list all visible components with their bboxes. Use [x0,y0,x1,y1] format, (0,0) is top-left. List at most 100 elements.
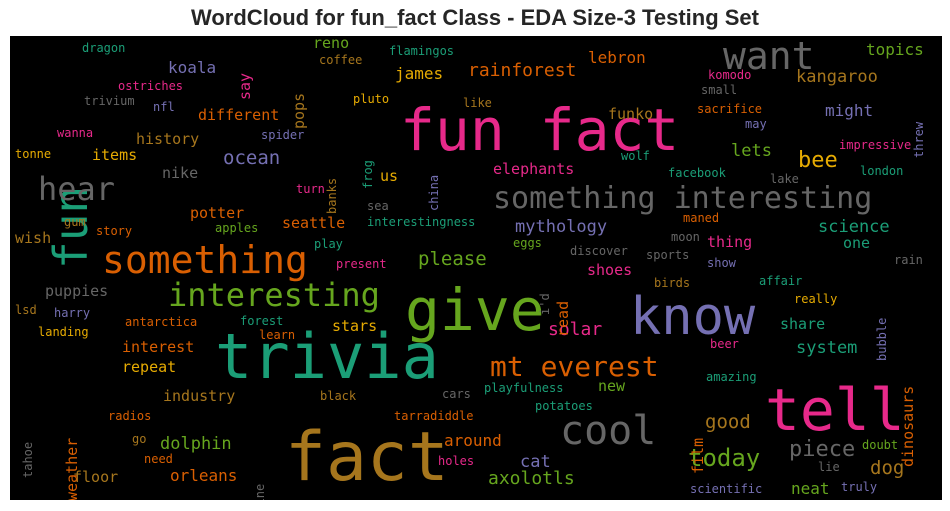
word-bee: bee [798,150,838,172]
word-may: may [745,118,767,130]
word-interestingness: interestingness [367,216,475,228]
word-wish: wish [15,231,51,246]
word-seattle: seattle [282,216,345,231]
word-piece: piece [789,439,855,461]
word-fact: fact [285,424,449,492]
word-good: good [705,413,751,432]
word-one: one [843,236,870,251]
word-forest: forest [240,315,283,327]
word-lie: lie [818,461,840,473]
word-please: please [418,250,487,269]
word-really: really [794,293,837,305]
word-tarradiddle: tarradiddle [394,410,473,422]
word-flamingos: flamingos [389,45,454,57]
word-items: items [92,148,137,163]
word-trivium: trivium [84,95,135,107]
word-radios: radios [108,410,151,422]
word-eggs: eggs [513,237,542,249]
word-dinosaurs: dinosaurs [901,386,916,467]
word-us: us [380,169,398,184]
word-new: new [598,379,625,394]
word-film: film [691,438,706,474]
word-affair: affair [759,275,802,287]
word-give: give [405,281,545,339]
word-antarctica: antarctica [125,316,197,328]
word-funko: funko [608,107,653,122]
word-cloud: fun fact fact trivia give know tell want fun coo… [10,36,942,500]
word-need: need [144,453,173,465]
word-mt-everest: mt everest [490,353,659,381]
word-i-d: i'd [539,293,551,315]
word-industry: industry [163,389,235,404]
word-say: say [238,73,253,100]
word-potter: potter [190,206,244,221]
word-tahoe: tahoe [22,442,34,478]
word-learn: learn [259,329,295,341]
word-maned: maned [683,212,719,224]
word-mythology: mythology [515,219,607,236]
word-around: around [444,433,502,449]
word-frog: frog [362,160,374,189]
word-spider: spider [261,129,304,141]
word-discipline: discipline [254,484,266,500]
word-impressive: impressive [839,139,911,151]
word-different: different [198,108,279,123]
word-birds: birds [654,277,690,289]
word-sports: sports [646,249,689,261]
word-story: story [96,225,132,237]
word-scientific: scientific [690,483,762,495]
word-doubt: doubt [862,439,898,451]
word-wolf: wolf [621,150,650,162]
word-apples: apples [215,222,258,234]
word-play: play [314,238,343,250]
word-something-interesting: something interesting [493,184,872,214]
word-interesting: interesting [168,279,380,311]
word-komodo: komodo [708,69,751,81]
word-ocean: ocean [223,149,280,168]
word-topics: topics [866,42,924,58]
word-beer: beer [710,338,739,350]
word-rainforest: rainforest [468,62,576,80]
word-weather: weather [65,438,80,500]
word-black: black [320,390,356,402]
word-puppies: puppies [45,284,108,299]
word-sea: sea [367,200,389,212]
word-axolotls: axolotls [488,470,575,488]
word-pluto: pluto [353,93,389,105]
word-show: show [707,257,736,269]
word-cars: cars [442,388,471,400]
word-sacrifice: sacrifice [697,103,762,115]
word-cool: cool [560,411,656,451]
word-amazing: amazing [706,371,757,383]
word-shoes: shoes [587,263,632,278]
word-lsd: lsd [15,304,37,316]
word-history: history [136,132,199,147]
word-nfl: nfl [153,101,175,113]
word-coffee: coffee [319,54,362,66]
word-dragon: dragon [82,42,125,54]
word-hear: hear [38,173,115,205]
word-koala: koala [168,60,216,76]
chart-title: WordCloud for fun_fact Class - EDA Size-… [0,5,950,31]
word-system: system [796,340,857,357]
word-landing: landing [38,326,89,338]
word-facebook: facebook [668,167,726,179]
word-like: like [463,97,492,109]
word-james: james [395,66,443,82]
word-threw: threw [913,122,925,158]
word-banks: banks [326,178,338,214]
word-tonne: tonne [15,148,51,160]
word-cat: cat [520,454,551,471]
word-lebron: lebron [588,50,646,66]
word-stars: stars [332,319,377,334]
word-something: something [102,241,308,279]
word-pops: pops [292,93,307,129]
word-tell: tell [765,381,905,439]
word-harry: harry [54,307,90,319]
word-holes: holes [438,455,474,467]
word-elephants: elephants [493,162,574,177]
word-bubble: bubble [876,318,888,361]
word-ostriches: ostriches [118,80,183,92]
word-dolphin: dolphin [160,436,232,453]
word-turn: turn [296,183,325,195]
